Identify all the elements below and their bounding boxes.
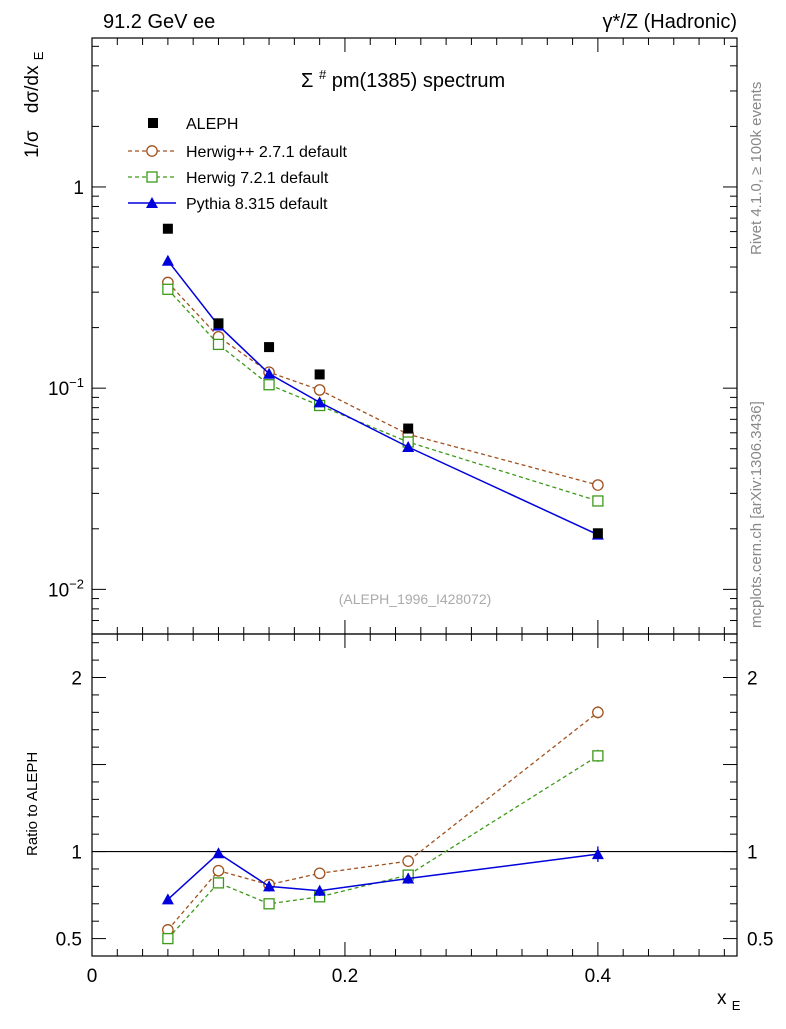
ratio-point-herwig-7-2-1-default — [162, 932, 174, 945]
legend-label-herwigpp: Herwig++ 2.7.1 default — [186, 144, 348, 161]
ratio-point-herwig-7-2-1-default — [212, 877, 225, 889]
x-tick-label: 0.2 — [332, 966, 358, 987]
main-series-pythia-8-315-default — [161, 254, 604, 540]
main-point-herwig-7-2-1-default — [162, 283, 174, 295]
ratio-point-pythia-8-315-default — [591, 848, 604, 860]
ratio-point-herwig-2-7-1-default — [313, 867, 326, 880]
main-point-herwig-7-2-1-default — [263, 379, 275, 391]
x-tick-label: 0.4 — [585, 966, 612, 987]
ratio-point-pythia-8-315-default — [212, 847, 225, 859]
main-series-aleph — [162, 223, 603, 539]
x-tick-label: 0 — [87, 966, 98, 987]
main-line-herwig-2-7-1-default — [167, 282, 599, 486]
main-point-aleph — [264, 342, 275, 353]
y-label-norm: 1/σ — [22, 130, 43, 158]
x-axis-label: x E — [717, 988, 741, 1013]
tick-exponent: −1 — [69, 375, 84, 390]
main-point-herwig-2-7-1-default — [592, 479, 604, 491]
main-title: Σ # pm(1385) spectrum — [301, 62, 505, 92]
tick-exponent: −2 — [69, 576, 84, 591]
ratio-series-pythia-8-315-default — [161, 846, 604, 905]
ratio-y-tick-label-right: 0.5 — [747, 930, 773, 951]
ratio-point-pythia-8-315-default — [402, 872, 415, 884]
legend-marker-herwig7 — [146, 171, 158, 183]
ratio-point-herwig-7-2-1-default — [263, 898, 275, 910]
legend-entry-herwigpp: Herwig++ 2.7.1 default — [128, 144, 348, 161]
ratio-point-herwig-2-7-1-default — [592, 706, 604, 719]
main-point-aleph — [213, 318, 224, 329]
ratio-y-tick-label-right: 1 — [747, 843, 758, 864]
legend-marker-herwigpp — [146, 145, 158, 157]
ratio-point-pythia-8-315-default — [313, 884, 326, 896]
legend-marker-aleph — [148, 118, 158, 128]
main-point-herwig-7-2-1-default — [212, 338, 225, 351]
main-point-pythia-8-315-default — [161, 254, 174, 266]
rivet-version-label: Rivet 4.1.0, ≥ 100k events — [748, 82, 765, 255]
analysis-watermark: (ALEPH_1996_I428072) — [339, 591, 492, 607]
main-point-pythia-8-315-default — [263, 367, 276, 379]
ratio-y-tick-label-left: 2 — [71, 669, 82, 690]
y-label-diff: dσ/dx — [22, 65, 43, 113]
legend-entry-pythia: Pythia 8.315 default — [128, 196, 328, 213]
axis-ticks — [91, 38, 737, 957]
main-y-tick-label: 10−1 — [48, 375, 84, 400]
main-line-herwig-7-2-1-default — [167, 288, 599, 502]
tick-base: 10 — [48, 379, 69, 400]
main-line-pythia-8-315-default — [167, 260, 599, 536]
main-point-herwig-7-2-1-default — [592, 495, 604, 507]
ratio-y-axis-label: Ratio to ALEPH — [24, 752, 41, 856]
main-point-aleph — [592, 528, 603, 539]
main-point-pythia-8-315-default — [402, 440, 415, 452]
ratio-y-tick-label-left: 1 — [71, 843, 82, 864]
x-label-sub: E — [732, 998, 741, 1013]
ratio-panel-frame — [91, 633, 738, 957]
title-sup: # — [319, 67, 327, 82]
header-energy-label: 91.2 GeV ee — [103, 11, 215, 33]
x-label-main: x — [717, 988, 727, 1009]
y-label-sub: E — [31, 51, 46, 60]
main-point-herwig-2-7-1-default — [313, 384, 326, 396]
main-point-aleph — [403, 423, 414, 434]
main-y-axis-label: 1/σ dσ/dx E — [22, 51, 46, 158]
legend-entry-herwig7: Herwig 7.2.1 default — [128, 170, 329, 187]
ratio-point-herwig-7-2-1-default — [592, 750, 604, 762]
mcplots-credit-label: mcplots.cern.ch [arXiv:1306.3436] — [748, 401, 765, 628]
main-y-tick-label: 1 — [73, 178, 84, 199]
ratio-point-herwig-2-7-1-default — [212, 864, 225, 877]
legend-label-pythia: Pythia 8.315 default — [186, 196, 328, 213]
ratio-line-herwig-7-2-1-default — [167, 755, 599, 940]
main-y-tick-label: 10−2 — [48, 576, 84, 601]
tick-base: 10 — [48, 580, 69, 601]
header-process-label: γ*/Z (Hadronic) — [603, 11, 737, 33]
ratio-point-pythia-8-315-default — [263, 880, 276, 892]
main-panel-series — [161, 223, 604, 540]
main-point-aleph — [162, 223, 173, 234]
ratio-series-herwig-2-7-1-default — [162, 706, 604, 936]
ratio-point-herwig-2-7-1-default — [402, 855, 415, 867]
title-sigma: Σ — [301, 70, 313, 92]
ratio-line-pythia-8-315-default — [167, 852, 598, 900]
legend-label-herwig7: Herwig 7.2.1 default — [186, 170, 329, 187]
legend-entry-aleph: ALEPH — [148, 116, 238, 133]
ratio-line-herwig-2-7-1-default — [167, 711, 599, 931]
ratio-series-herwig-7-2-1-default — [162, 749, 604, 945]
main-series-herwig-2-7-1-default — [162, 276, 604, 491]
ratio-panel-series — [161, 706, 604, 945]
main-series-herwig-7-2-1-default — [162, 283, 604, 507]
main-point-pythia-8-315-default — [313, 396, 326, 408]
axis-tick-labels: 110−110−20.5 0.51 12 20 0.2 0.4 — [48, 178, 773, 987]
legend: ALEPH Herwig++ 2.7.1 default Herwig 7.2.… — [128, 116, 348, 213]
ratio-y-tick-label-right: 2 — [747, 669, 758, 690]
legend-marker-pythia — [146, 197, 158, 208]
ratio-y-tick-label-left: 0.5 — [56, 930, 82, 951]
title-rest: pm(1385) spectrum — [332, 70, 505, 92]
legend-label-aleph: ALEPH — [186, 116, 238, 133]
main-point-aleph — [314, 369, 325, 380]
ratio-point-pythia-8-315-default — [161, 893, 174, 905]
